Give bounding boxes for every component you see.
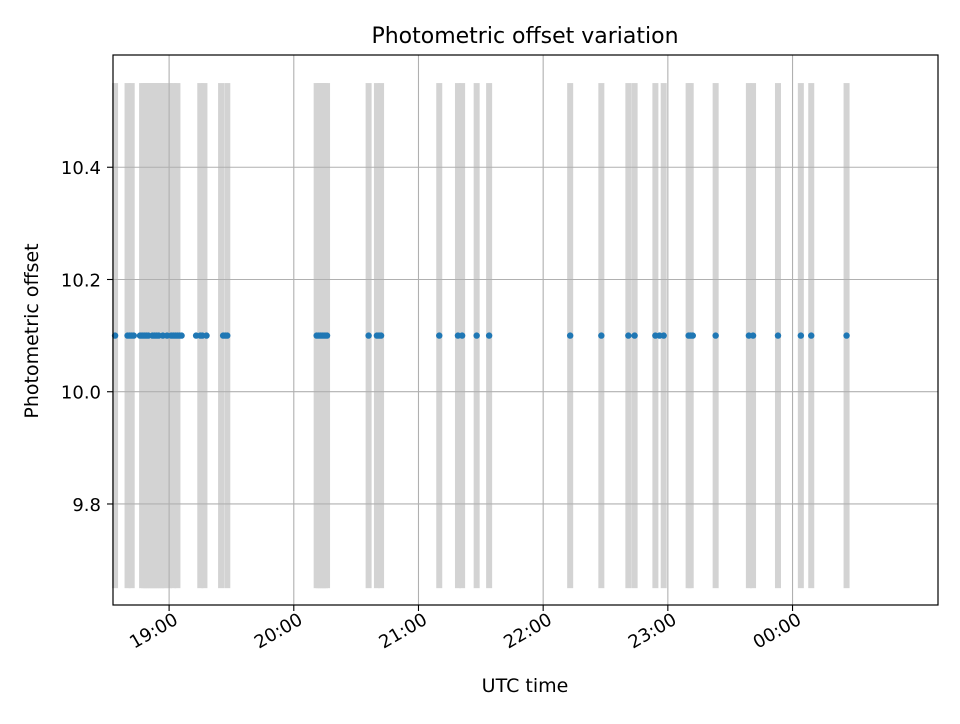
data-point <box>631 332 638 339</box>
data-point <box>377 332 385 339</box>
data-point <box>203 332 210 339</box>
data-point <box>178 332 185 339</box>
x-tick-label: 00:00 <box>750 609 805 653</box>
x-tick-label: 20:00 <box>251 609 306 653</box>
data-point <box>458 332 466 339</box>
data-point <box>130 332 137 339</box>
data-point <box>774 332 782 339</box>
x-tick-label: 23:00 <box>625 609 680 653</box>
x-tick-label: 21:00 <box>376 609 431 653</box>
data-point <box>365 332 372 339</box>
data-point <box>485 332 493 339</box>
data-point <box>625 332 632 339</box>
y-tick-label: 10.2 <box>61 270 101 291</box>
y-tick-label: 10.0 <box>61 383 101 404</box>
data-point <box>797 332 805 339</box>
y-axis-label: Photometric offset <box>21 243 43 418</box>
y-tick-label: 9.8 <box>72 495 101 516</box>
data-point <box>808 332 815 339</box>
y-axis-ticks: 9.8 10.0 10.2 10.4 <box>61 158 113 516</box>
data-point <box>689 332 696 339</box>
chart-title: Photometric offset variation <box>371 24 678 49</box>
data-point <box>598 332 605 339</box>
x-tick-label: 22:00 <box>500 609 555 653</box>
x-axis-label: UTC time <box>482 675 569 697</box>
data-point <box>660 332 667 339</box>
data-point <box>436 332 443 339</box>
data-point <box>566 332 574 339</box>
x-tick-label: 19:00 <box>126 609 181 653</box>
data-points <box>111 332 850 339</box>
data-point <box>712 332 719 339</box>
grid-lines <box>113 55 938 605</box>
data-point <box>843 332 850 339</box>
data-point <box>749 332 757 339</box>
data-point <box>323 332 331 339</box>
data-point <box>224 332 231 339</box>
y-tick-label: 10.4 <box>61 158 101 179</box>
plot-area-frame <box>112 54 939 606</box>
data-point <box>473 332 480 339</box>
x-axis-ticks: 19:00 20:00 21:00 22:00 23:00 00:00 <box>126 605 805 653</box>
